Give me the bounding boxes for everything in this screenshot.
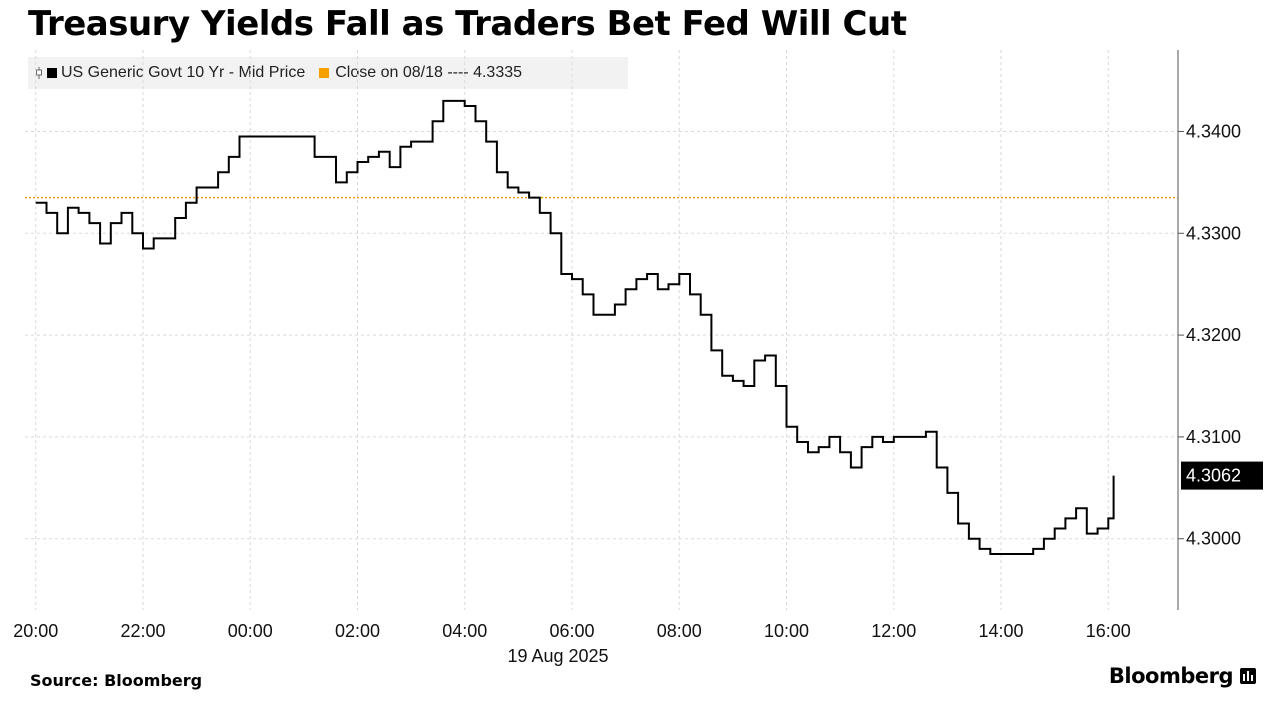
grid	[25, 50, 1178, 610]
legend-item-close: Close on 08/18 ---- 4.3335	[319, 64, 522, 82]
y-tick-label-0: 4.3000	[1186, 529, 1241, 549]
legend-label-close: Close on 08/18 ---- 4.3335	[335, 64, 523, 81]
x-tick-label-3: 02:00	[335, 621, 380, 641]
last-value-label: 4.3062	[1186, 466, 1241, 486]
legend-swatch-series	[47, 68, 57, 78]
brand-name: Bloomberg	[1108, 664, 1234, 688]
last-value-badge	[1181, 461, 1263, 490]
x-tick-label-9: 14:00	[979, 621, 1024, 641]
bloomberg-terminal-icon	[1240, 668, 1256, 684]
legend-item-series: US Generic Govt 10 Yr - Mid Price	[34, 64, 305, 82]
x-tick-label-10: 16:00	[1086, 621, 1131, 641]
legend-swatch-close	[319, 68, 330, 78]
x-axis-ticks: 20:00 22:00 00:00 02:00 04:00 06:00 08:00 10:00…	[13, 621, 1131, 641]
source-note: Source: Bloomberg	[30, 671, 203, 690]
x-tick-label-1: 22:00	[120, 621, 165, 641]
x-tick-label-8: 12:00	[871, 621, 916, 641]
series-group	[35, 99, 1115, 555]
x-tick-label-6: 08:00	[657, 621, 702, 641]
brand-logo: Bloomberg	[1109, 664, 1257, 688]
chart-title: Treasury Yields Fall as Traders Bet Fed …	[28, 4, 907, 44]
x-tick-label-7: 10:00	[764, 621, 809, 641]
legend-label-series: US Generic Govt 10 Yr - Mid Price	[61, 64, 306, 81]
series-line-0	[35, 99, 1115, 555]
x-tick-label-5: 06:00	[549, 621, 594, 641]
x-tick-label-0: 20:00	[13, 621, 58, 641]
x-axis-label: 19 Aug 2025	[507, 646, 608, 666]
x-tick-label-4: 04:00	[442, 621, 487, 641]
y-tick-label-3: 4.3300	[1186, 223, 1241, 243]
legend: US Generic Govt 10 Yr - Mid Price Close …	[28, 57, 628, 89]
last-value-marker: 4.3062	[1181, 461, 1263, 490]
y-tick-label-4: 4.3400	[1186, 121, 1241, 141]
candlestick-icon	[36, 67, 42, 79]
y-axis-ticks: 4.3000 4.3100 4.3200 4.3300 4.3400	[1178, 121, 1241, 549]
x-tick-label-2: 00:00	[228, 621, 273, 641]
y-tick-label-2: 4.3200	[1186, 325, 1241, 345]
y-tick-label-1: 4.3100	[1186, 427, 1241, 447]
